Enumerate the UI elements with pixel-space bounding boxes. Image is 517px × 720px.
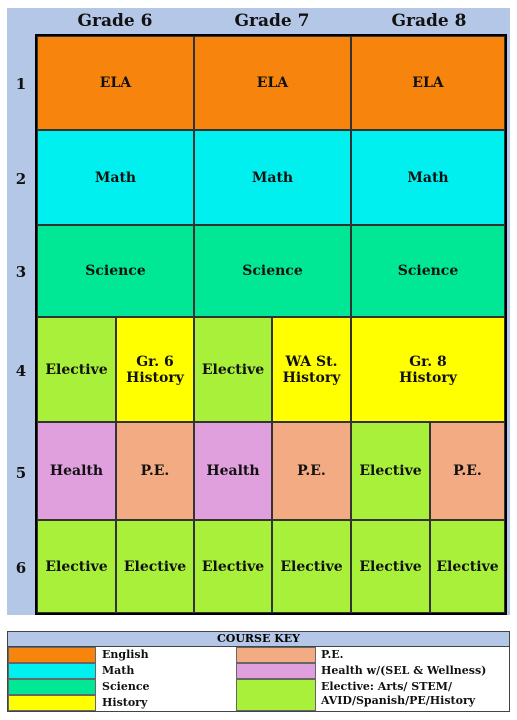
key-label-history: History xyxy=(102,696,148,709)
cell-g6-period5-pe: P.E. xyxy=(116,422,194,520)
key-swatch-history xyxy=(8,695,96,711)
grade-7-header: Grade 7 xyxy=(234,11,310,31)
cell-g7-period5-health: Health xyxy=(194,422,272,520)
row-number-5: 5 xyxy=(15,464,27,482)
course-key-title: COURSE KEY xyxy=(8,632,509,647)
grade-6-header: Grade 6 xyxy=(77,11,153,31)
key-swatch-math xyxy=(8,663,96,679)
row-number-4: 4 xyxy=(15,362,27,380)
cell-g7-period5-pe: P.E. xyxy=(272,422,351,520)
row-number-1: 1 xyxy=(15,75,27,93)
cell-g8-period6-elective-a: Elective xyxy=(351,520,430,613)
cell-g6-period6-elective-b: Elective xyxy=(116,520,194,613)
cell-g7-period6-elective-b: Elective xyxy=(272,520,351,613)
cell-g7-period2: Math xyxy=(194,130,351,225)
cell-g8-period5-pe: P.E. xyxy=(430,422,505,520)
cell-g6-period1: ELA xyxy=(37,36,194,130)
key-swatch-elective xyxy=(236,679,316,711)
row-number-6: 6 xyxy=(15,559,27,577)
cell-g6-period4-elective: Elective xyxy=(37,317,116,422)
key-swatch-english xyxy=(8,647,96,663)
cell-g7-period4-history: WA St. History xyxy=(272,317,351,422)
row-number-3: 3 xyxy=(15,263,27,281)
grade-8-header: Grade 8 xyxy=(391,11,467,31)
cell-g6-period6-elective-a: Elective xyxy=(37,520,116,613)
key-swatch-science xyxy=(8,679,96,695)
cell-g8-period5-elective: Elective xyxy=(351,422,430,520)
cell-g7-period4-elective: Elective xyxy=(194,317,272,422)
cell-g7-period6-elective-a: Elective xyxy=(194,520,272,613)
cell-g8-period6-elective-b: Elective xyxy=(430,520,505,613)
schedule-grid: ELA ELA ELA Math Math Math Science Scien… xyxy=(35,34,507,615)
cell-g8-period2: Math xyxy=(351,130,505,225)
cell-g7-period3: Science xyxy=(194,225,351,317)
course-key: COURSE KEY English Math Science History … xyxy=(7,631,510,712)
key-label-pe: P.E. xyxy=(321,648,344,661)
key-label-science: Science xyxy=(102,680,150,693)
key-swatch-health xyxy=(236,663,316,679)
cell-g8-period1: ELA xyxy=(351,36,505,130)
cell-g8-period3: Science xyxy=(351,225,505,317)
row-number-2: 2 xyxy=(15,170,27,188)
cell-g6-period5-health: Health xyxy=(37,422,116,520)
key-label-health: Health w/(SEL & Wellness) xyxy=(321,664,487,677)
cell-g8-period4-history: Gr. 8 History xyxy=(351,317,505,422)
key-label-elective: Elective: Arts/ STEM/ AVID/Spanish/PE/Hi… xyxy=(321,680,476,707)
cell-g6-period3: Science xyxy=(37,225,194,317)
key-label-math: Math xyxy=(102,664,135,677)
key-label-english: English xyxy=(102,648,149,661)
cell-g7-period1: ELA xyxy=(194,36,351,130)
cell-g6-period2: Math xyxy=(37,130,194,225)
key-swatch-pe xyxy=(236,647,316,663)
cell-g6-period4-history: Gr. 6 History xyxy=(116,317,194,422)
